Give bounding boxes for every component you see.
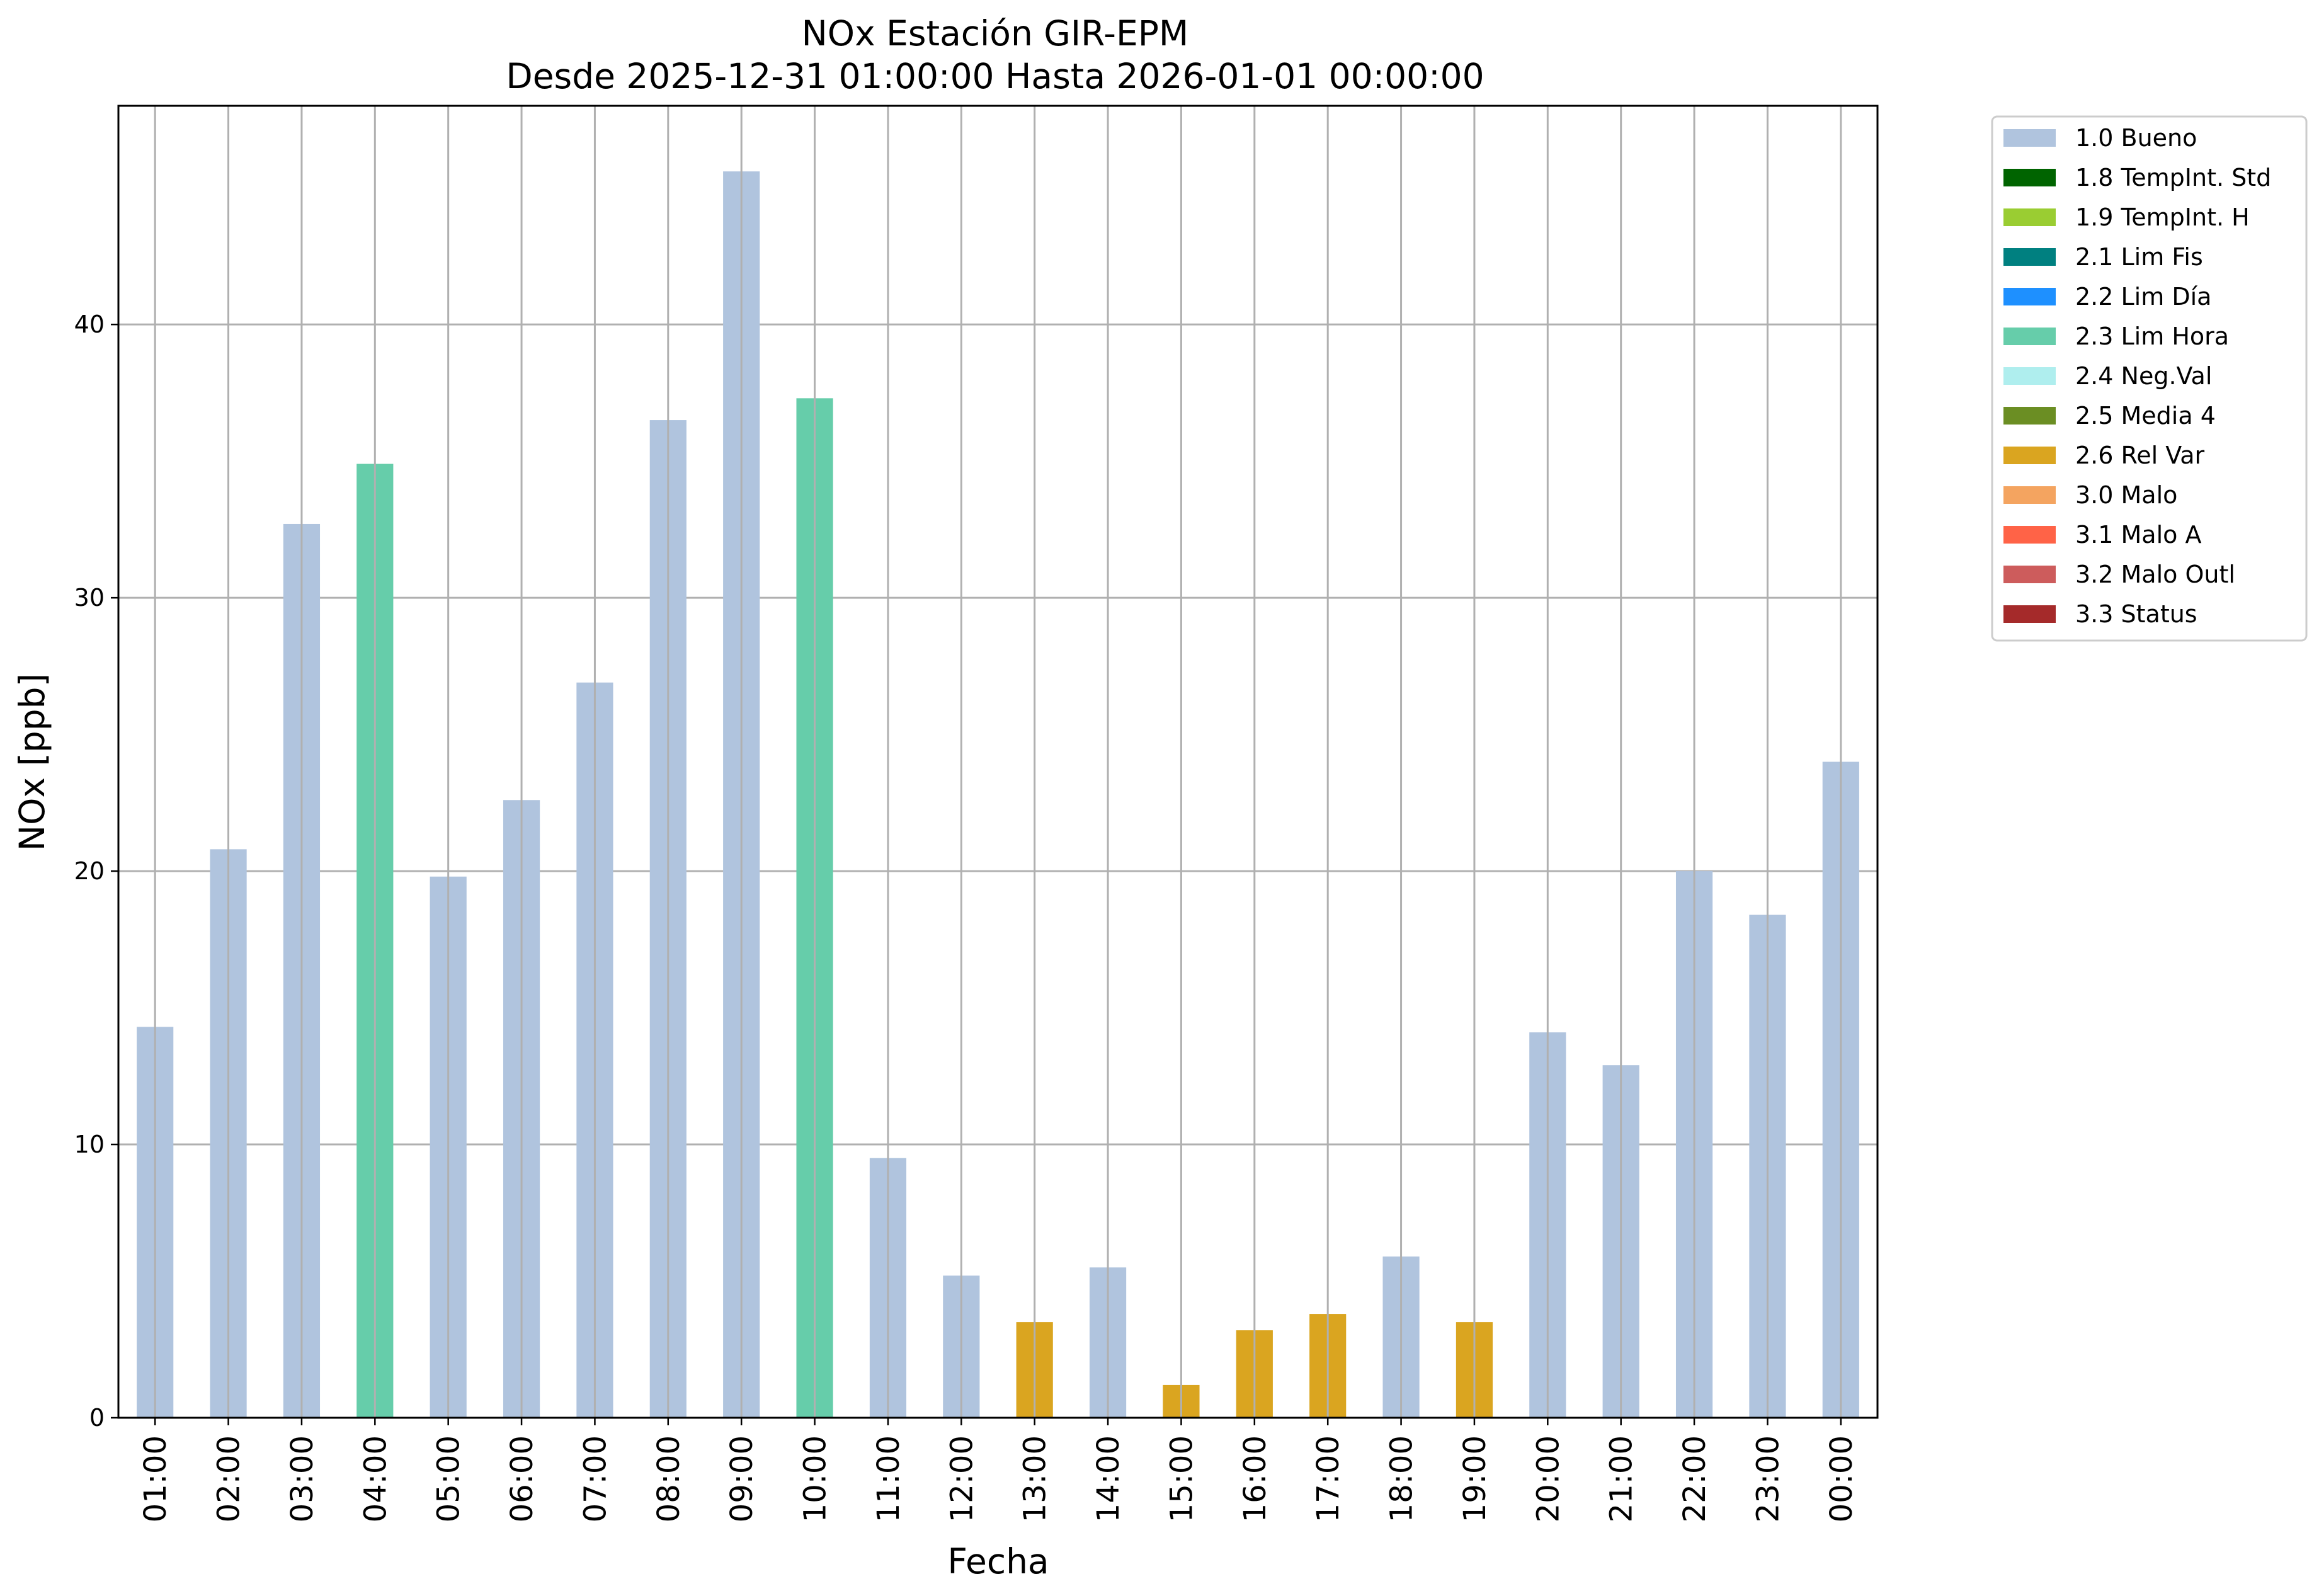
x-tick-label: 21:00: [1604, 1435, 1639, 1522]
x-tick-label: 09:00: [724, 1435, 760, 1522]
y-tick-label: 20: [74, 857, 105, 885]
legend-swatch: [2003, 526, 2056, 544]
x-tick-label: 07:00: [578, 1435, 613, 1522]
x-tick-label: 04:00: [358, 1435, 393, 1522]
x-tick-label: 13:00: [1018, 1435, 1053, 1522]
x-tick-label: 23:00: [1750, 1435, 1786, 1522]
legend-entry-label: 3.2 Malo Outl: [2075, 561, 2235, 588]
legend-swatch: [2003, 407, 2056, 425]
legend-entry-label: 1.8 TempInt. Std: [2075, 164, 2271, 191]
legend-frame: [1991, 115, 2308, 642]
legend-entry-label: 1.9 TempInt. H: [2075, 203, 2250, 231]
legend-swatch: [2003, 447, 2056, 464]
legend-swatch: [2003, 367, 2056, 385]
legend-entry-label: 1.0 Bueno: [2075, 124, 2197, 152]
x-tick-label: 14:00: [1091, 1435, 1126, 1522]
x-tick-label: 11:00: [871, 1435, 906, 1522]
legend-swatch: [2003, 208, 2056, 226]
x-tick-label: 16:00: [1238, 1435, 1273, 1522]
legend-swatch: [2003, 169, 2056, 186]
x-axis-ticks: 01:00 02:00 03:00 04:00 05:00 06:00 07:00 08:00…: [138, 1418, 1859, 1522]
legend-entry-label: 2.1 Lim Fis: [2075, 243, 2203, 271]
legend-swatch: [2003, 129, 2056, 147]
x-tick-label: 19:00: [1457, 1435, 1493, 1522]
y-tick-label: 10: [74, 1131, 105, 1158]
y-axis-label: NOx [ppb]: [12, 673, 52, 851]
legend-entry-label: 2.2 Lim Día: [2075, 283, 2211, 311]
chart-subtitle: Desde 2025-12-31 01:00:00 Hasta 2026-01-…: [506, 56, 1484, 96]
x-tick-label: 05:00: [431, 1435, 467, 1522]
y-tick-label: 40: [74, 311, 105, 338]
x-tick-label: 12:00: [944, 1435, 979, 1522]
legend-swatch: [2003, 566, 2056, 583]
legend-swatch: [2003, 248, 2056, 266]
x-tick-label: 20:00: [1530, 1435, 1566, 1522]
legend-entry-label: 2.6 Rel Var: [2075, 442, 2205, 469]
x-tick-label: 02:00: [212, 1435, 247, 1522]
x-tick-label: 01:00: [138, 1435, 173, 1522]
x-tick-label: 15:00: [1164, 1435, 1199, 1522]
bars: [137, 106, 1859, 1418]
legend-swatch: [2003, 328, 2056, 345]
x-tick-label: 00:00: [1824, 1435, 1859, 1522]
legend-entry-label: 3.0 Malo: [2075, 481, 2177, 509]
legend-entry-label: 3.3 Status: [2075, 600, 2197, 628]
y-axis-ticks: 0 10 20 30 40: [74, 311, 118, 1432]
chart-title: NOx Estación GIR-EPM: [802, 13, 1189, 54]
legend-swatch: [2003, 605, 2056, 623]
plot-frame: [117, 105, 1879, 1419]
y-tick-label: 0: [89, 1404, 105, 1432]
x-tick-label: 17:00: [1311, 1435, 1346, 1522]
y-tick-label: 30: [74, 584, 105, 612]
x-tick-label: 10:00: [798, 1435, 833, 1522]
x-tick-label: 06:00: [504, 1435, 540, 1522]
legend-swatch: [2003, 486, 2056, 504]
x-tick-label: 18:00: [1384, 1435, 1420, 1522]
x-tick-label: 22:00: [1677, 1435, 1712, 1522]
legend-entry-label: 3.1 Malo A: [2075, 521, 2201, 549]
legend-swatch: [2003, 288, 2056, 305]
legend-entry-label: 2.3 Lim Hora: [2075, 322, 2229, 350]
x-tick-label: 08:00: [651, 1435, 687, 1522]
x-tick-label: 03:00: [285, 1435, 320, 1522]
legend-entry-label: 2.4 Neg.Val: [2075, 362, 2212, 390]
x-axis-label: Fecha: [947, 1541, 1049, 1582]
legend: 1.0 Bueno 1.8 TempInt. Std 1.9 TempInt. H 2…: [1991, 115, 2308, 642]
legend-entry-label: 2.5 Media 4: [2075, 402, 2216, 430]
